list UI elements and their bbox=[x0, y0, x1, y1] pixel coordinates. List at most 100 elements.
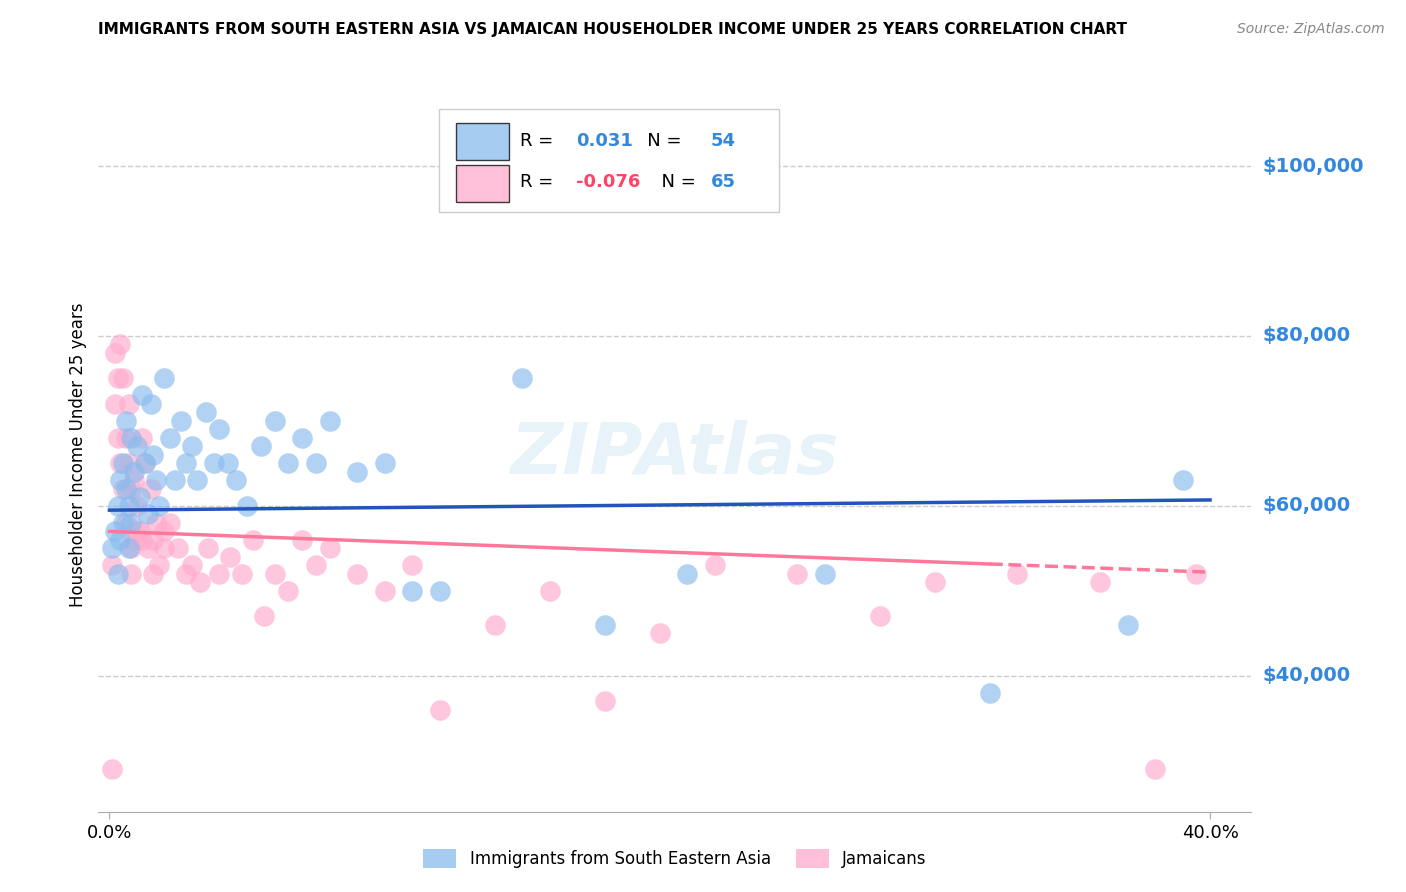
Point bbox=[188, 575, 211, 590]
Point bbox=[120, 566, 142, 581]
Point bbox=[814, 566, 837, 581]
Text: 65: 65 bbox=[710, 173, 735, 191]
Point bbox=[291, 431, 314, 445]
Point bbox=[134, 457, 156, 471]
Point bbox=[139, 482, 162, 496]
Point bbox=[153, 524, 176, 539]
Point bbox=[217, 457, 239, 471]
Point bbox=[208, 566, 231, 581]
Point bbox=[148, 499, 170, 513]
Point bbox=[125, 439, 148, 453]
Point bbox=[703, 558, 725, 573]
Point bbox=[429, 583, 451, 598]
Point bbox=[291, 533, 314, 547]
Point bbox=[110, 533, 132, 547]
Legend: Immigrants from South Eastern Asia, Jamaicans: Immigrants from South Eastern Asia, Jama… bbox=[416, 842, 934, 875]
Point bbox=[142, 448, 165, 462]
Point bbox=[252, 609, 274, 624]
Point bbox=[128, 491, 150, 505]
Point bbox=[786, 566, 808, 581]
Point bbox=[231, 566, 253, 581]
Point bbox=[118, 457, 141, 471]
Point bbox=[136, 541, 159, 556]
Point bbox=[112, 482, 135, 496]
Point bbox=[110, 337, 132, 351]
Point bbox=[107, 566, 129, 581]
Point bbox=[101, 762, 124, 776]
Point bbox=[401, 558, 423, 573]
Point bbox=[263, 566, 285, 581]
Point bbox=[979, 686, 1001, 700]
Point bbox=[318, 414, 340, 428]
Point bbox=[110, 457, 132, 471]
Point bbox=[139, 397, 162, 411]
Text: 54: 54 bbox=[710, 132, 735, 150]
Point bbox=[115, 431, 138, 445]
Text: IMMIGRANTS FROM SOUTH EASTERN ASIA VS JAMAICAN HOUSEHOLDER INCOME UNDER 25 YEARS: IMMIGRANTS FROM SOUTH EASTERN ASIA VS JA… bbox=[98, 22, 1128, 37]
Text: $100,000: $100,000 bbox=[1263, 157, 1364, 176]
Point bbox=[131, 431, 153, 445]
Point bbox=[401, 583, 423, 598]
Point bbox=[142, 566, 165, 581]
Text: Source: ZipAtlas.com: Source: ZipAtlas.com bbox=[1237, 22, 1385, 37]
Point bbox=[104, 524, 127, 539]
Point bbox=[120, 431, 142, 445]
Point bbox=[112, 516, 135, 530]
Point bbox=[148, 558, 170, 573]
Point bbox=[167, 541, 190, 556]
Point bbox=[593, 694, 616, 708]
FancyBboxPatch shape bbox=[439, 109, 779, 212]
Point bbox=[120, 516, 142, 530]
Point bbox=[145, 474, 167, 488]
Point bbox=[122, 533, 145, 547]
Point bbox=[1144, 762, 1167, 776]
Point bbox=[125, 524, 148, 539]
Point bbox=[131, 533, 153, 547]
Point bbox=[374, 457, 396, 471]
Point bbox=[429, 703, 451, 717]
Point bbox=[112, 457, 135, 471]
Point bbox=[346, 566, 368, 581]
Point bbox=[538, 583, 561, 598]
FancyBboxPatch shape bbox=[456, 123, 509, 160]
Text: 0.031: 0.031 bbox=[575, 132, 633, 150]
Point bbox=[869, 609, 891, 624]
Point bbox=[176, 457, 198, 471]
Point bbox=[346, 465, 368, 479]
Point bbox=[136, 508, 159, 522]
Point bbox=[104, 397, 127, 411]
Text: N =: N = bbox=[630, 132, 688, 150]
Text: N =: N = bbox=[650, 173, 702, 191]
Point bbox=[305, 457, 328, 471]
Point bbox=[101, 541, 124, 556]
Point bbox=[176, 566, 198, 581]
Point bbox=[112, 371, 135, 385]
Point bbox=[219, 549, 242, 564]
Text: R =: R = bbox=[520, 132, 560, 150]
Point bbox=[131, 388, 153, 402]
Point bbox=[181, 439, 204, 453]
Point bbox=[107, 431, 129, 445]
Point bbox=[194, 405, 217, 419]
Text: $60,000: $60,000 bbox=[1263, 496, 1351, 516]
Point bbox=[170, 414, 193, 428]
Point bbox=[277, 457, 299, 471]
Point bbox=[165, 474, 187, 488]
Point bbox=[277, 583, 299, 598]
Point bbox=[197, 541, 219, 556]
Point bbox=[510, 371, 533, 385]
Point bbox=[153, 371, 176, 385]
Point bbox=[159, 516, 181, 530]
Point bbox=[134, 457, 156, 471]
Y-axis label: Householder Income Under 25 years: Householder Income Under 25 years bbox=[69, 302, 87, 607]
Point bbox=[107, 371, 129, 385]
Point bbox=[305, 558, 328, 573]
Point bbox=[118, 541, 141, 556]
Point bbox=[118, 499, 141, 513]
Point bbox=[1116, 617, 1139, 632]
Point bbox=[318, 541, 340, 556]
Point bbox=[484, 617, 506, 632]
Point bbox=[593, 617, 616, 632]
Point bbox=[107, 499, 129, 513]
Point bbox=[142, 533, 165, 547]
